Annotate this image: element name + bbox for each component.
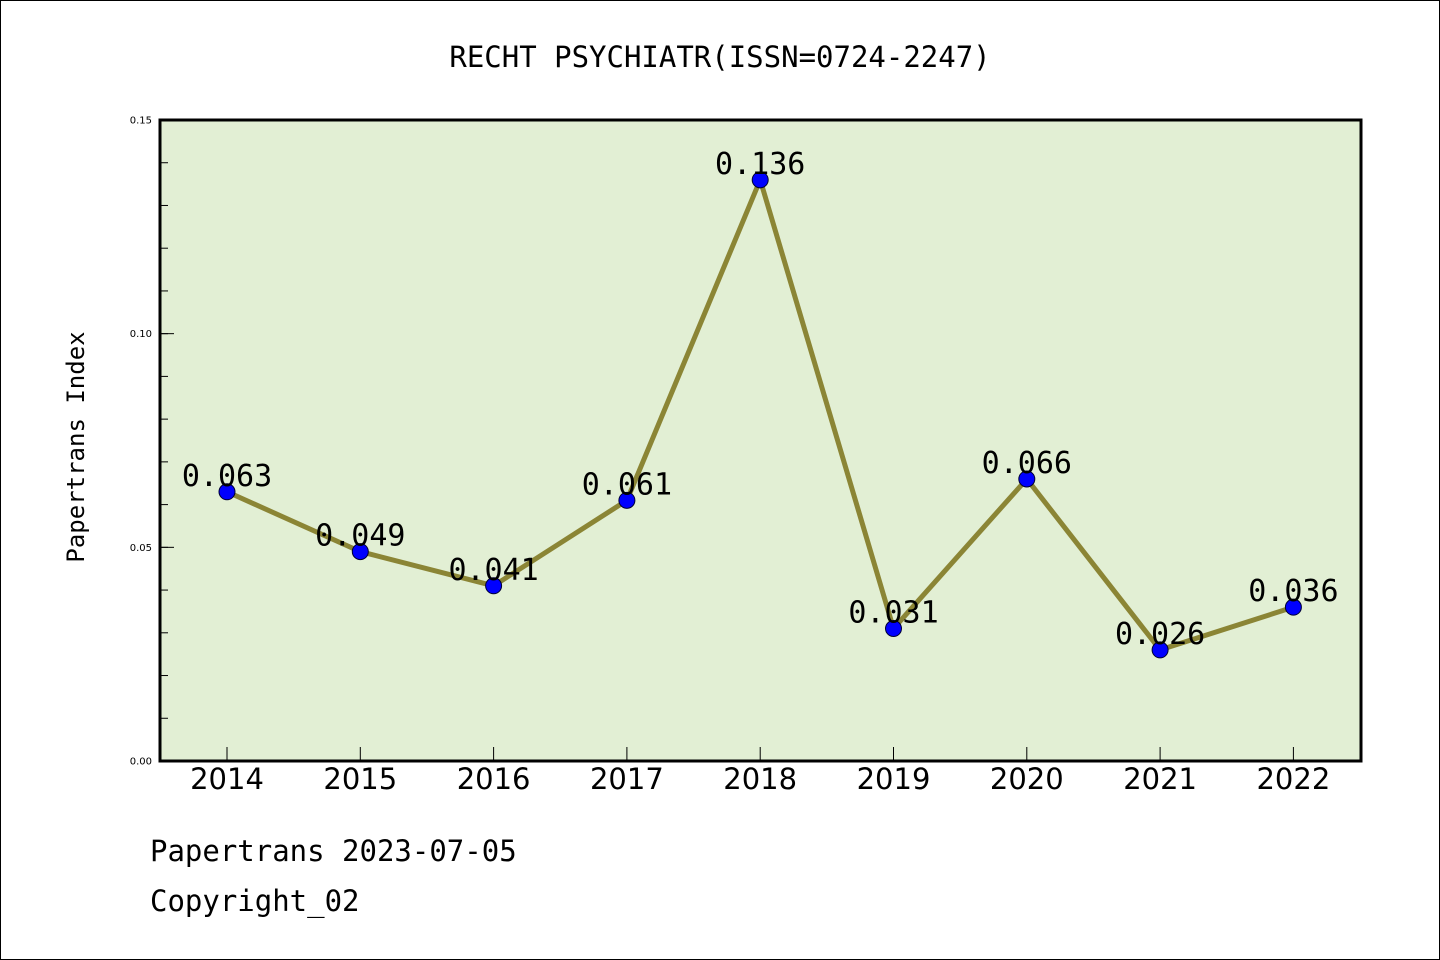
data-label: 0.026 [1115, 617, 1205, 652]
y-tick-label: 0.10 [130, 329, 152, 340]
x-tick-label: 2016 [457, 762, 531, 796]
data-label: 0.041 [448, 553, 538, 588]
y-tick-label: 0.00 [130, 757, 152, 768]
x-tick-label: 2015 [323, 762, 397, 796]
x-tick-label: 2017 [590, 762, 664, 796]
data-label: 0.061 [582, 467, 672, 502]
y-tick-label: 0.05 [130, 543, 152, 554]
data-label: 0.049 [315, 519, 405, 554]
footer-date: Papertrans 2023-07-05 [150, 834, 517, 868]
y-tick-label: 0.15 [130, 116, 152, 127]
y-axis-label: Papertrans Index [62, 331, 90, 562]
data-label: 0.136 [715, 147, 805, 182]
data-point [751, 171, 769, 189]
y-axis-ticks: 0.00 0.05 0.10 0.15 [130, 116, 174, 768]
data-point [885, 620, 902, 638]
data-point [218, 483, 236, 501]
data-point [485, 577, 503, 595]
data-point [1151, 641, 1169, 659]
data-point [351, 543, 369, 561]
data-label: 0.063 [182, 459, 272, 494]
x-tick-label: 2018 [723, 762, 797, 796]
data-point [1018, 470, 1036, 488]
data-point [1284, 598, 1302, 616]
x-tick-label: 2020 [990, 762, 1064, 796]
x-tick-label: 2021 [1123, 762, 1197, 796]
footer-copyright: Copyright_02 [150, 884, 360, 918]
x-tick-label: 2022 [1256, 762, 1330, 796]
data-point [618, 491, 636, 509]
plot-area [158, 118, 1363, 763]
data-markers [218, 171, 1302, 659]
data-label: 0.036 [1248, 574, 1338, 609]
x-tick-label: 2019 [857, 762, 931, 796]
data-label: 0.066 [982, 446, 1072, 481]
x-tick-label: 2014 [190, 762, 264, 796]
x-axis-ticks: 2014 2015 2016 2017 2018 2019 2020 2021 2022 [190, 747, 1330, 796]
data-labels: 0.063 0.049 0.041 0.061 0.136 0.031 0.066 0.026… [182, 147, 1339, 652]
data-label: 0.031 [848, 596, 938, 631]
chart-title: RECHT PSYCHIATR(ISSN=0724-2247) [449, 40, 990, 74]
